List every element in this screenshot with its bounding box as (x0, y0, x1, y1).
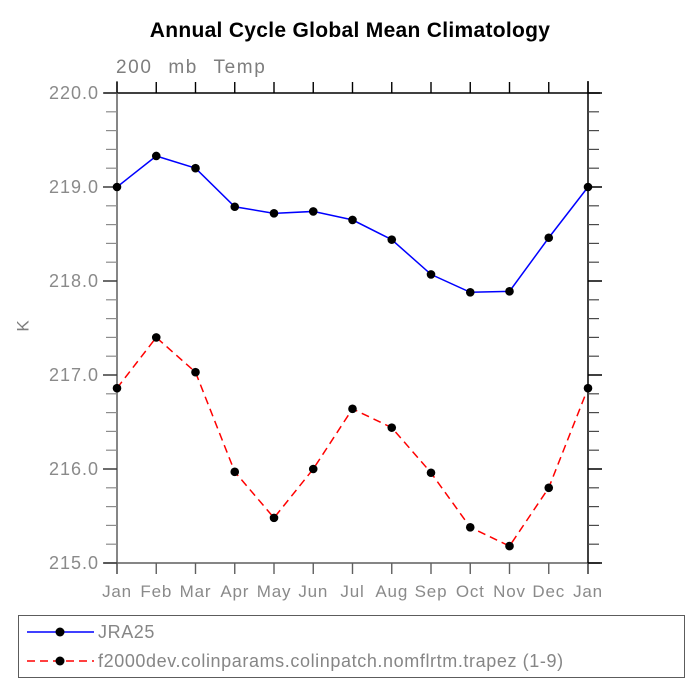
x-axis-tick-label: Jan (102, 582, 132, 601)
data-point-marker (544, 483, 554, 493)
y-axis-tick-label: 217.0 (49, 365, 99, 385)
data-point-marker (465, 287, 475, 297)
legend-label: JRA25 (98, 621, 156, 642)
data-point-marker (230, 202, 240, 212)
x-axis-tick-label: Sep (415, 582, 448, 601)
legend-line-sample (27, 627, 94, 637)
data-point-marker (112, 182, 122, 192)
data-point-marker (583, 182, 593, 192)
chart-title: Annual Cycle Global Mean Climatology (149, 19, 551, 42)
x-axis-tick-label: Oct (456, 582, 485, 601)
data-point-marker (544, 233, 554, 243)
x-axis-tick-label: Apr (220, 582, 249, 601)
data-point-marker (308, 207, 318, 216)
x-axis-tick-label: Mar (180, 582, 212, 601)
data-point-marker (151, 151, 161, 161)
data-point-marker (230, 467, 240, 477)
x-axis-tick-label: Aug (375, 582, 408, 601)
x-axis-tick-label: Jun (298, 582, 328, 601)
data-point-marker (112, 383, 122, 393)
data-point-marker (505, 541, 514, 551)
x-axis-tick-label: Jul (340, 582, 364, 601)
x-axis-tick-label: Feb (140, 582, 172, 601)
y-axis-tick-label: 216.0 (49, 459, 99, 479)
x-axis-tick-label: Jan (573, 582, 603, 601)
legend-label: f2000dev.colinparams.colinpatch.nomflrtm… (98, 650, 564, 671)
data-point-marker (308, 464, 318, 474)
legend-line-sample (27, 656, 94, 666)
y-axis-tick-label: 219.0 (49, 177, 99, 197)
chart-subtitle: 200 mb Temp (116, 57, 267, 78)
data-point-marker (269, 209, 279, 218)
x-axis-tick-label: Dec (532, 582, 565, 601)
data-point-marker (583, 383, 593, 393)
data-point-marker (269, 513, 279, 523)
data-point-marker (505, 287, 514, 296)
data-point-marker (387, 235, 397, 244)
data-point-marker (348, 215, 357, 225)
legend-row: f2000dev.colinparams.colinpatch.nomflrtm… (26, 648, 684, 674)
data-point-marker (426, 468, 436, 478)
x-axis-tick-label: Nov (493, 582, 526, 601)
legend-row: JRA25 (26, 619, 684, 645)
data-point-marker (465, 522, 475, 532)
data-point-marker (151, 333, 161, 342)
legend-marker-dot (55, 627, 65, 637)
legend-box: JRA25 f2000dev.colinparams.colinpatch.nom… (18, 615, 685, 678)
y-axis-tick-label: 218.0 (49, 271, 99, 291)
x-axis-tick-label: May (257, 582, 292, 601)
data-point-marker (191, 367, 200, 377)
data-point-marker (348, 404, 357, 414)
data-point-marker (426, 270, 436, 279)
y-axis-tick-label: 220.0 (49, 83, 99, 103)
plot-area: Jan Feb Mar Apr May Jun Jul Aug Sep Oct Nov Dec Jan2… (49, 81, 603, 601)
y-axis-tick-label: 215.0 (49, 553, 99, 573)
data-point-marker (387, 423, 397, 432)
data-point-marker (191, 163, 200, 173)
legend-marker-dot (55, 656, 65, 666)
series-line-model (116, 336, 589, 548)
